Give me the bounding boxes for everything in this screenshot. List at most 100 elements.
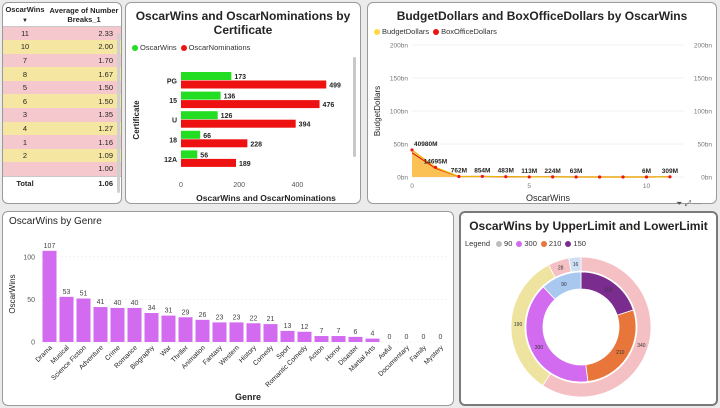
legend-label-oscarwins[interactable]: OscarWins [140,43,177,52]
cell-oscarwins: 8 [3,67,47,81]
legend-swatch-90 [496,240,503,247]
table-row[interactable]: 4 1.27 [3,121,121,136]
genre-data-label: 26 [199,312,207,319]
genre-bar [144,313,159,342]
genre-data-label: 31 [165,308,173,315]
budget-data-label: 483M [498,168,514,175]
genre-bar [314,336,329,342]
certificate-tick-label: PG [167,79,178,86]
legend-swatch-150 [565,240,572,247]
cell-average-breaks: 1.27 [47,121,121,136]
legend-label-90[interactable]: 90 [504,239,513,248]
genre-data-label: 12 [301,324,309,331]
filter-icon[interactable]: ⏷ [676,199,683,208]
table-row[interactable]: 11 2.33 [3,26,121,41]
legend-label-150[interactable]: 150 [573,239,586,248]
genre-y-tick-label: 0 [31,340,35,347]
oscarnominations-bar [181,80,327,89]
legend-title: Legend [465,239,491,248]
genre-bar [110,307,125,342]
cell-oscarwins: 7 [3,53,47,68]
table-row[interactable]: 8 1.67 [3,67,121,81]
genre-tick-label: War [159,344,173,358]
header-oscarwins[interactable]: OscarWins ▼ [3,3,47,27]
cell-oscarwins: 10 [3,40,47,54]
inner-ring-slice-label: 90 [561,282,567,288]
cell-oscarwins [3,162,47,177]
budget-data-label: 854M [474,167,490,174]
budget-x-axis-title: OscarWins [526,193,571,203]
budget-y-tick-label: 150bn [390,76,408,83]
legend-label-boxofficedollars[interactable]: BoxOfficeDollars [441,27,497,36]
budget-data-label: 14695M [424,158,448,165]
oscarwins-data-label: 66 [203,133,211,140]
average-breaks-table: OscarWins ▼ Average of Number Breaks_1 1… [3,3,121,190]
genre-tick-label: Documentary [377,344,411,378]
genre-data-label: 21 [267,316,275,323]
boxoffice-y-tick-label: 150bn [694,76,712,83]
budget-x-tick-label: 10 [643,183,651,190]
oscarnominations-bar [181,158,237,167]
limits-nested-donut: 340 190 28 16 150 210 300 90 [510,256,652,398]
genre-y-axis-title: OscarWins [8,274,17,313]
oscarnominations-data-label: 189 [239,161,251,168]
cell-average-breaks: 1.70 [47,53,121,68]
table-row[interactable]: 1.00 [3,162,121,177]
genre-data-label: 22 [250,315,258,322]
cell-oscarwins: 11 [3,26,47,41]
more-options-icon[interactable]: ⋯ [693,199,702,208]
budget-data-label: 6M [642,168,651,175]
header-average-breaks[interactable]: Average of Number Breaks_1 [47,3,121,27]
oscarwins-bar [181,111,218,120]
genre-bar [331,336,346,342]
oscarwins-data-label: 136 [224,94,236,101]
genre-data-label: 7 [320,328,324,335]
legend-label-oscarnominations[interactable]: OscarNominations [188,43,251,52]
legend-label-300[interactable]: 300 [524,239,537,248]
genre-data-label: 40 [131,300,139,307]
genre-data-label: 0 [388,334,392,341]
outer-ring-slice-label: 190 [514,322,523,328]
genre-tick-label: Action [308,344,326,362]
cell-oscarwins: 1 [3,135,47,149]
budget-boxoffice-area-chart: 0bn 50bn 100bn 150bn 200bn 0bn 50bn 100bn 150bn 2… [373,43,712,204]
outer-ring-slice-label: 28 [558,265,564,271]
table-row[interactable]: 10 2.00 [3,40,121,54]
certificate-chart-legend: OscarWins OscarNominations [128,43,250,52]
genre-data-label: 40 [114,300,122,307]
genre-bar [161,315,176,342]
legend-label-210[interactable]: 210 [548,239,562,248]
table-row[interactable]: 7 1.70 [3,53,121,68]
genre-x-axis-title: Genre [235,392,261,402]
table-row[interactable]: 5 1.50 [3,80,121,95]
focus-mode-icon[interactable]: ⤢ [684,199,692,208]
oscarwins-data-label: 56 [200,152,208,159]
table-row[interactable]: 2 1.09 [3,148,121,163]
oscarwins-data-label: 173 [234,74,246,81]
table-row[interactable]: 1 1.16 [3,135,121,149]
budget-y-tick-label: 50bn [394,142,409,149]
budget-point [527,175,531,179]
genre-bar [93,307,108,342]
table-row[interactable]: 3 1.35 [3,108,121,122]
budget-point [597,175,602,179]
oscarnominations-bar [181,100,320,109]
legend-label-budgetdollars[interactable]: BudgetDollars [382,27,430,36]
boxoffice-y-tick-label: 0bn [701,175,712,182]
cell-average-breaks: 1.09 [47,148,121,163]
cell-average-breaks: 1.00 [47,162,121,177]
certificate-chart-scrollbar[interactable] [353,57,356,157]
table-scrollbar[interactable] [117,33,120,193]
limits-donut-legend: Legend 90 300 210 150 [465,239,586,248]
budget-point [480,174,484,179]
oscarnominations-data-label: 499 [329,83,341,90]
budget-point [433,165,438,169]
budget-y-tick-label: 0bn [397,175,408,182]
genre-data-label: 107 [44,243,56,250]
oscarnominations-bar [181,139,248,148]
cell-average-breaks: 1.35 [47,108,121,122]
cell-oscarwins: 4 [3,121,47,136]
table-row[interactable]: 6 1.50 [3,94,121,109]
budget-y-axis-title: BudgetDollars [373,86,382,136]
budget-y-tick-label: 100bn [390,109,408,116]
